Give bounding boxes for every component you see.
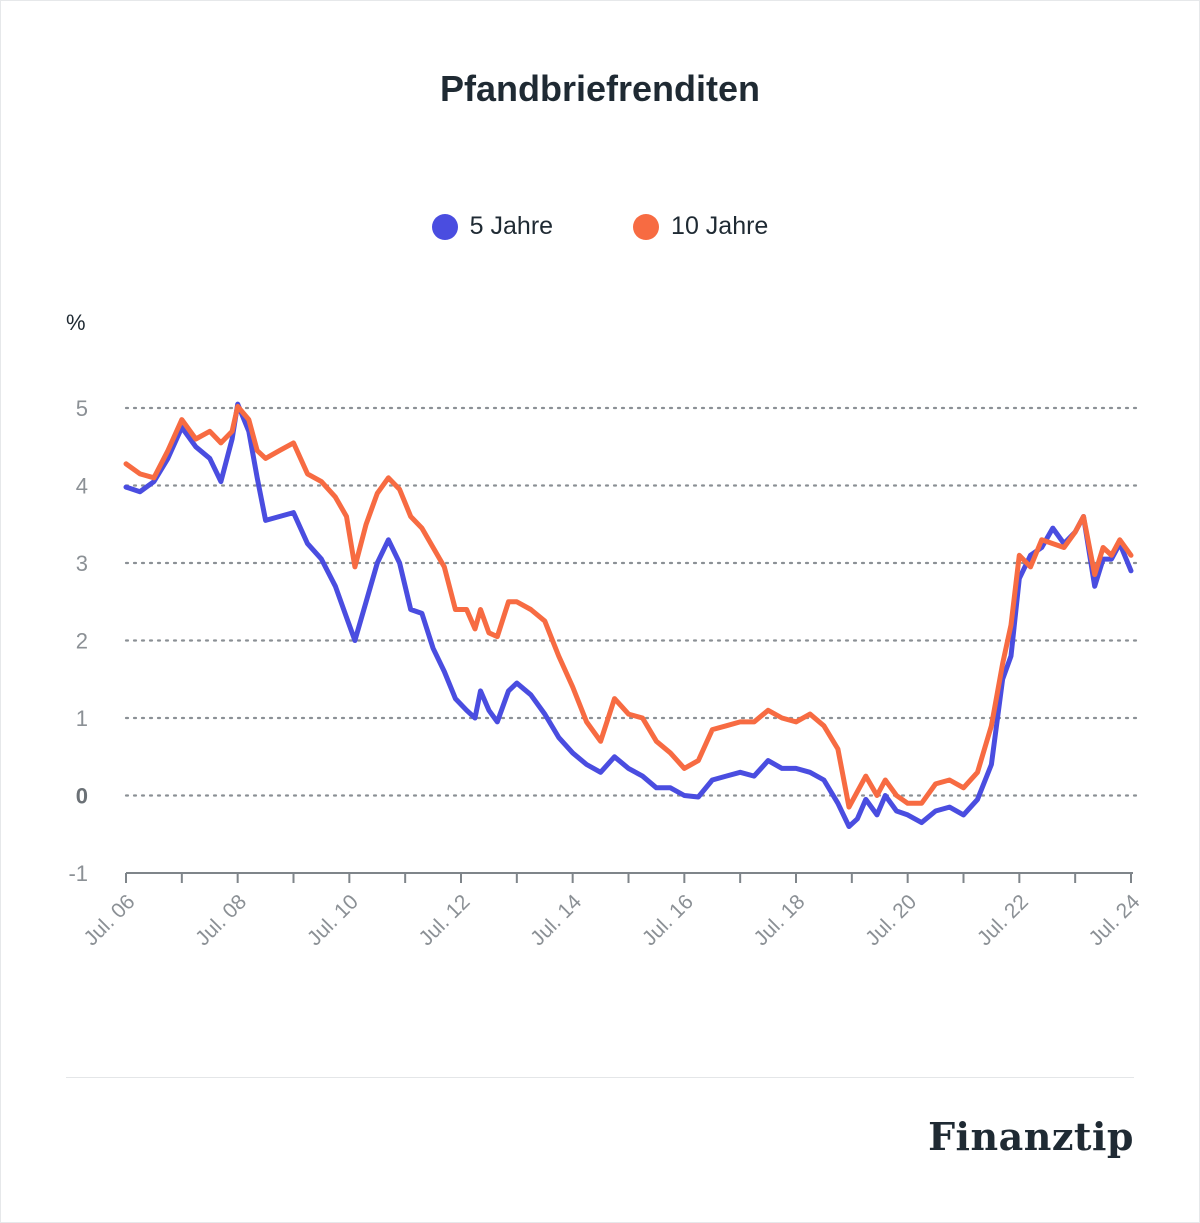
x-tick-label: Jul. 08 [191,890,251,950]
y-tick-label: 1 [76,706,88,731]
x-tick-label: Jul. 24 [1085,890,1145,950]
x-tick-label: Jul. 12 [415,890,475,950]
y-tick-label: 0 [76,784,88,809]
x-tick-label: Jul. 18 [750,890,810,950]
chart-title: Pfandbriefrenditen [439,68,761,109]
series-line-5-jahre [123,401,1134,829]
legend-dot-10-jahre [633,213,660,240]
legend-dot-5-jahre [431,213,458,240]
y-tick-label: 3 [76,551,88,576]
y-tick-label: 2 [76,629,88,654]
x-tick-label: Jul. 06 [80,890,140,950]
legend-item-10-jahre[interactable]: 10 Jahre [633,212,768,241]
y-axis-unit-label: % [66,310,86,335]
legend: 5 Jahre 10 Jahre [0,212,1200,241]
legend-item-5-jahre[interactable]: 5 Jahre [431,212,554,241]
legend-label-5-jahre: 5 Jahre [469,212,554,240]
y-tick-label: 5 [76,396,88,421]
x-tick-label: Jul. 14 [526,890,586,950]
x-tick-label: Jul. 22 [973,890,1033,950]
y-tick-label: -1 [68,861,88,886]
legend-label-10-jahre: 10 Jahre [671,212,769,240]
y-tick-label: 4 [76,474,88,499]
finanztip-logo: Finanztip [928,1114,1134,1159]
series-line-10-jahre [123,404,1134,810]
x-tick-label: Jul. 10 [303,890,363,950]
footer-divider [66,1077,1134,1078]
x-tick-label: Jul. 20 [861,890,921,950]
x-tick-label: Jul. 16 [638,890,698,950]
